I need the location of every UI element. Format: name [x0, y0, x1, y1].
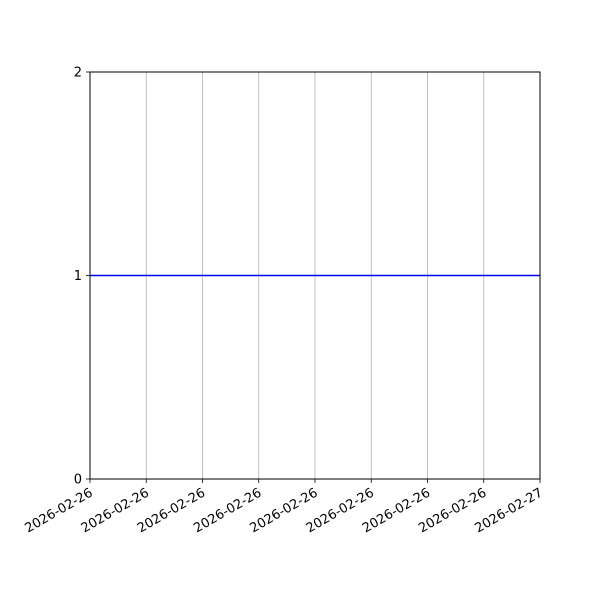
y-tick-label: 2: [74, 66, 82, 81]
y-tick-label: 0: [74, 473, 82, 488]
y-tick-label: 1: [74, 269, 82, 284]
